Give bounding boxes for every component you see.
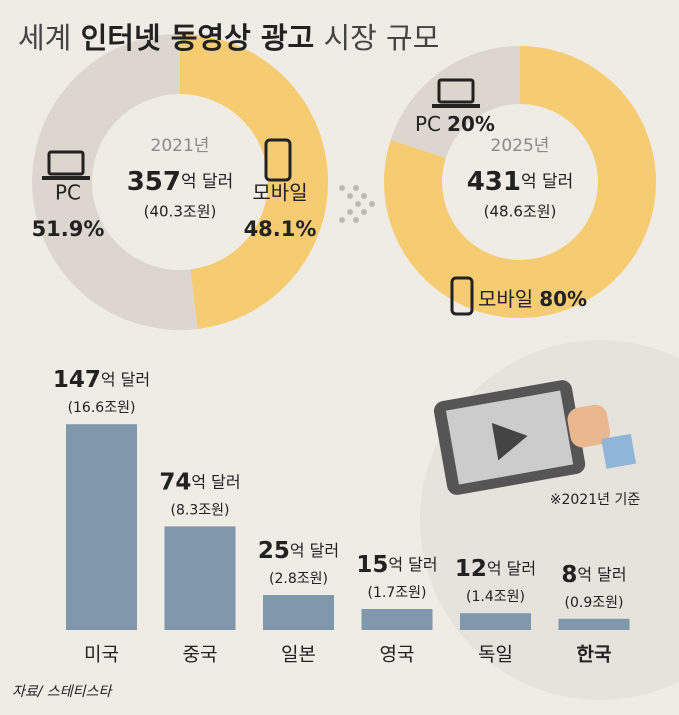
bar (361, 609, 433, 630)
total-krw: (48.6조원) (484, 203, 557, 221)
secondary-label: (2.8조원) (269, 571, 328, 587)
source: 자료/ 스테티스타 (12, 684, 113, 700)
value-label: 74억 달러 (159, 469, 240, 495)
value-number: 74 (159, 469, 191, 495)
total-label: 431억 달러 (467, 167, 574, 197)
total-krw: (40.3조원) (144, 203, 217, 221)
slice-value: 80% (539, 287, 587, 311)
value-label: 25억 달러 (258, 538, 339, 564)
title-part: 인터넷 동영상 광고 (81, 21, 315, 55)
value-number: 12 (455, 556, 487, 582)
year-label: 2025년 (491, 136, 550, 156)
title: 세계 인터넷 동영상 광고 시장 규모 (18, 21, 439, 55)
donut-slice (384, 45, 657, 318)
category-label: 중국 (183, 644, 218, 666)
laptop-icon (432, 78, 480, 108)
value-number: 147 (53, 367, 101, 393)
value-label: 12억 달러 (455, 556, 536, 582)
slice-value: 51.9% (32, 217, 105, 241)
secondary-label: (0.9조원) (565, 595, 624, 611)
value-number: 8 (561, 561, 577, 587)
secondary-label: (1.7조원) (368, 585, 427, 601)
category-label: 일본 (281, 644, 316, 666)
secondary-label: (8.3조원) (171, 502, 230, 518)
year-label: 2021년 (151, 136, 210, 156)
bar (66, 424, 137, 630)
value-label: 147억 달러 (53, 367, 150, 393)
donut-slice (32, 34, 198, 330)
bar (263, 595, 334, 630)
category-label: 미국 (84, 644, 119, 666)
tablet-illustration (433, 380, 636, 495)
total-value: 357 (127, 167, 181, 197)
title-part: 시장 규모 (323, 21, 439, 55)
slice-label: 모바일 80% (478, 287, 587, 311)
category-label: 한국 (577, 644, 612, 666)
secondary-label: (16.6조원) (68, 400, 136, 416)
donut-slice (180, 33, 329, 329)
value-unit: 억 달러 (290, 541, 339, 560)
total-unit: 억 달러 (521, 172, 573, 192)
slice-category: PC (415, 112, 441, 136)
secondary-label: (1.4조원) (466, 589, 525, 605)
arrow-decoration (339, 185, 375, 223)
slice-category: 모바일 (478, 287, 533, 311)
bar (164, 526, 236, 630)
title-part: 세계 (18, 21, 71, 55)
slice-value: 20% (447, 112, 495, 136)
value-unit: 억 달러 (191, 472, 240, 491)
laptop-icon (42, 150, 90, 180)
total-unit: 억 달러 (181, 172, 233, 192)
value-unit: 억 달러 (101, 370, 150, 389)
slice-label: PC 20% (415, 112, 495, 136)
phone-icon (450, 276, 474, 316)
total-value: 431 (467, 167, 521, 197)
value-number: 25 (258, 538, 290, 564)
value-label: 15억 달러 (356, 552, 437, 578)
value-unit: 억 달러 (487, 559, 536, 578)
category-label: 독일 (478, 644, 513, 666)
slice-label: PC (55, 181, 81, 205)
slice-value: 48.1% (244, 217, 317, 241)
bar (558, 618, 630, 630)
phone-icon (264, 138, 292, 182)
value-unit: 억 달러 (388, 555, 437, 574)
value-label: 8억 달러 (561, 561, 626, 587)
value-number: 15 (356, 552, 388, 578)
slice-label: 모바일 (252, 181, 307, 205)
value-unit: 억 달러 (577, 564, 626, 583)
note: ※2021년 기준 (550, 492, 641, 508)
bar (460, 613, 531, 630)
total-label: 357억 달러 (127, 167, 234, 197)
category-label: 영국 (380, 644, 415, 666)
